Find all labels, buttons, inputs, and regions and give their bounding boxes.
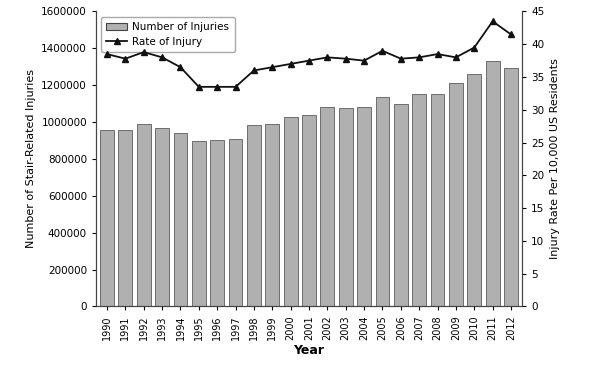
Bar: [339, 108, 353, 306]
Bar: [357, 107, 371, 306]
Bar: [118, 130, 132, 306]
Bar: [100, 130, 114, 306]
Bar: [449, 83, 463, 306]
Bar: [302, 115, 316, 306]
Bar: [486, 61, 500, 306]
Bar: [247, 125, 261, 306]
Bar: [211, 139, 224, 306]
Bar: [394, 104, 407, 306]
Bar: [192, 141, 206, 306]
Y-axis label: Number of Stair-Related Injuries: Number of Stair-Related Injuries: [26, 69, 35, 249]
Y-axis label: Injury Rate Per 10,000 US Residents: Injury Rate Per 10,000 US Residents: [550, 59, 560, 259]
Legend: Number of Injuries, Rate of Injury: Number of Injuries, Rate of Injury: [101, 17, 235, 52]
Bar: [137, 124, 151, 306]
Bar: [265, 124, 279, 306]
Bar: [320, 107, 334, 306]
Bar: [376, 97, 389, 306]
Bar: [284, 116, 298, 306]
X-axis label: Year: Year: [293, 344, 325, 357]
Bar: [155, 128, 169, 306]
Bar: [467, 74, 481, 306]
Bar: [412, 95, 426, 306]
Bar: [173, 133, 187, 306]
Bar: [229, 139, 242, 306]
Bar: [504, 68, 518, 306]
Bar: [431, 95, 445, 306]
